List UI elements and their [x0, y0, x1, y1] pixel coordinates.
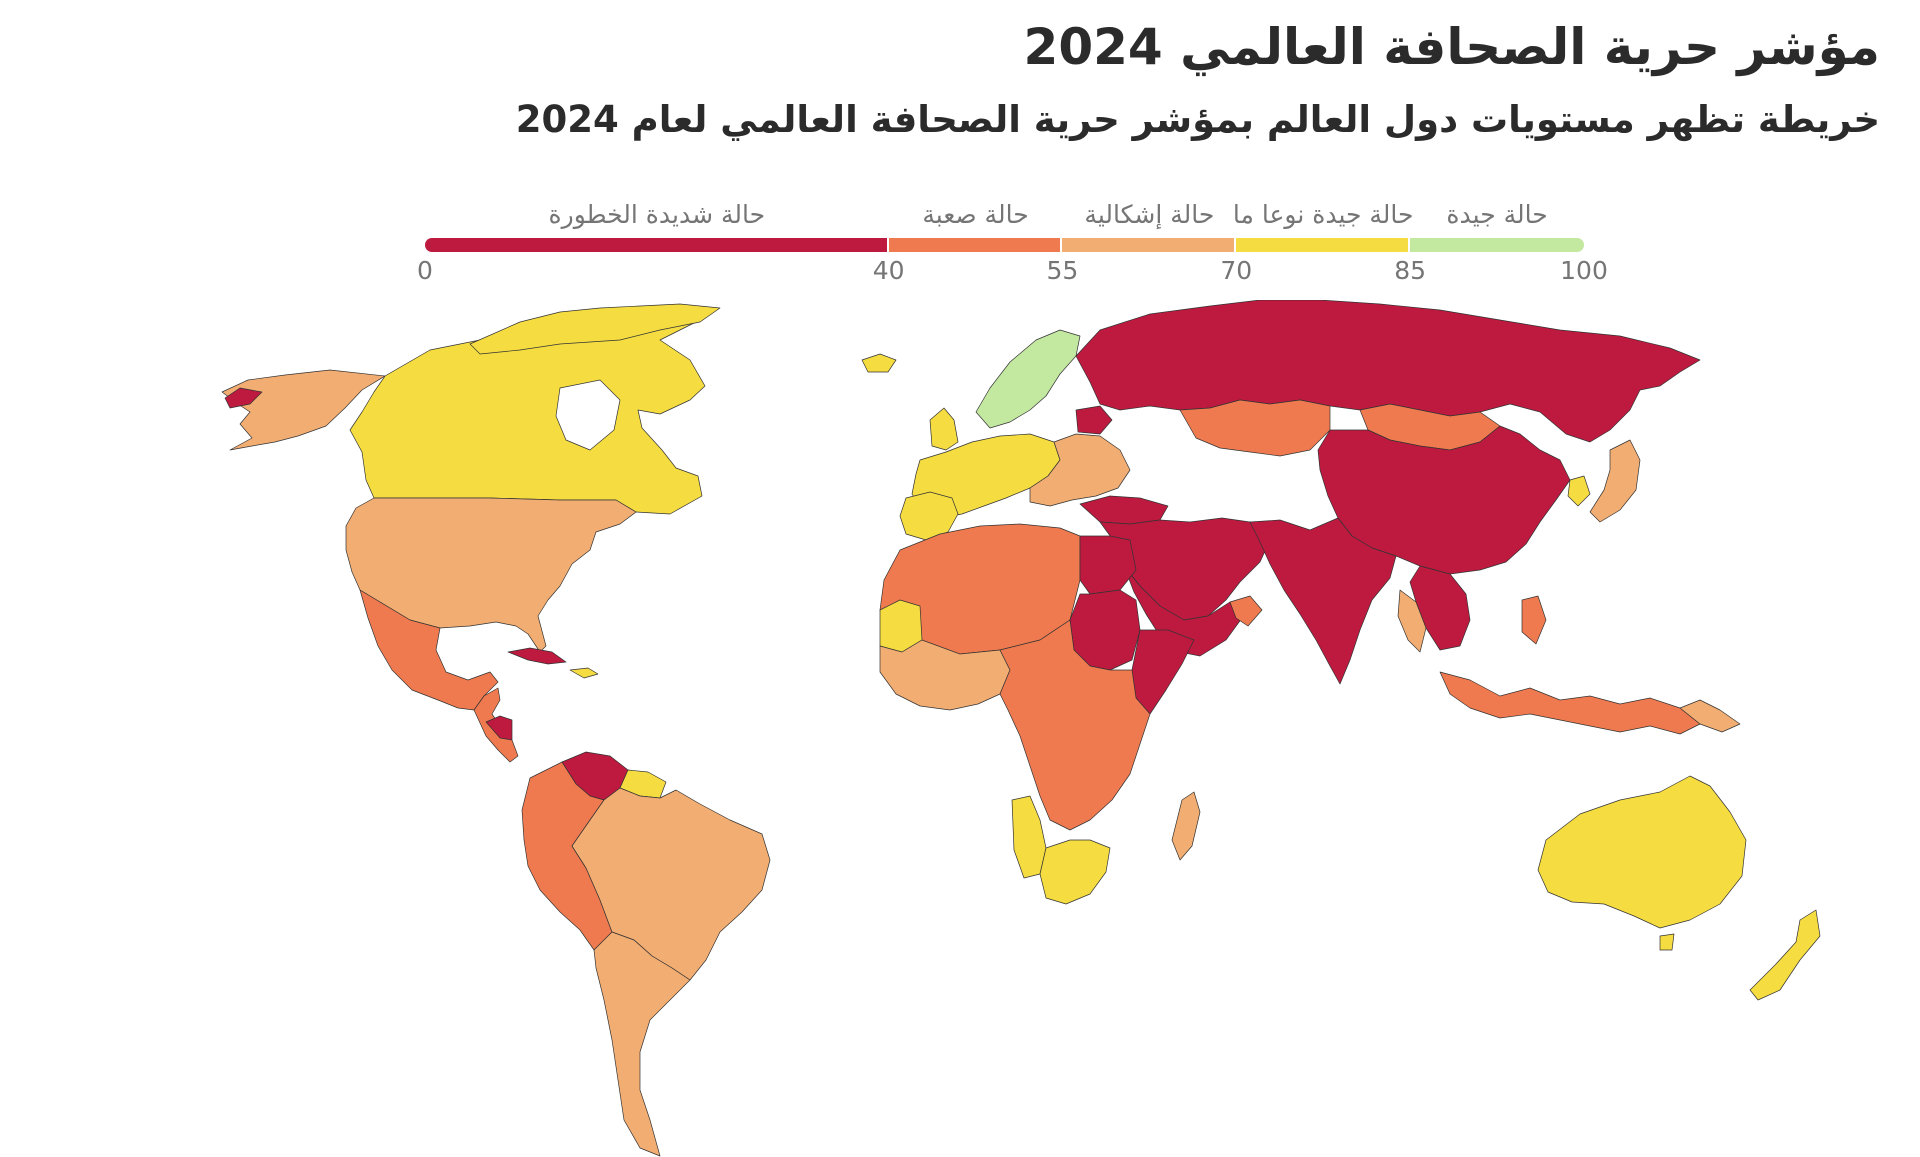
region-philippines[interactable]: [1521, 595, 1547, 645]
legend-label-3: حالة جيدة نوعا ما: [1232, 200, 1414, 229]
region-alaska[interactable]: [221, 369, 386, 451]
region-nicaragua[interactable]: [485, 715, 513, 741]
region-mexico[interactable]: [359, 589, 499, 711]
region-thailand[interactable]: [1397, 589, 1427, 653]
region-nordics[interactable]: [975, 329, 1081, 429]
region-caribbean[interactable]: [569, 667, 599, 679]
region-cuba[interactable]: [507, 647, 567, 665]
world-map: [221, 300, 1821, 1157]
legend-tick-0: 0: [417, 256, 433, 285]
region-south-asia[interactable]: [1249, 517, 1397, 685]
region-horn-of-africa[interactable]: [1131, 629, 1195, 715]
region-central-africa[interactable]: [999, 619, 1151, 831]
region-japan[interactable]: [1589, 439, 1641, 523]
region-arabia[interactable]: [1123, 565, 1243, 657]
region-korea[interactable]: [1567, 475, 1591, 507]
region-iberia[interactable]: [899, 491, 959, 541]
legend-tick-4: 85: [1394, 256, 1427, 285]
legend-tick-3: 70: [1220, 256, 1253, 285]
region-tasmania[interactable]: [1659, 933, 1675, 951]
region-hudson-bay: [555, 379, 621, 451]
region-papua[interactable]: [1679, 699, 1741, 733]
map-title: مؤشر حرية الصحافة العالمي 2024: [1023, 18, 1880, 76]
region-southern-cone[interactable]: [593, 931, 691, 1157]
region-alaska-west[interactable]: [224, 387, 263, 409]
region-uk-ireland[interactable]: [929, 407, 959, 451]
legend-segment-2: [1062, 238, 1235, 252]
region-new-zealand[interactable]: [1749, 909, 1821, 1001]
region-eastern-europe[interactable]: [1029, 433, 1131, 507]
region-southeast-asia[interactable]: [1409, 565, 1471, 651]
region-turkey[interactable]: [1079, 495, 1169, 525]
map-subtitle: خريطة تظهر مستويات دول العالم بمؤشر حرية…: [515, 98, 1880, 141]
legend-segment-1: [888, 238, 1061, 252]
region-australia[interactable]: [1537, 775, 1747, 929]
region-south-africa[interactable]: [1039, 839, 1111, 905]
region-namibia[interactable]: [1011, 795, 1047, 879]
legend-segment-3: [1236, 238, 1409, 252]
region-kazakhstan[interactable]: [1179, 399, 1331, 457]
region-iceland[interactable]: [861, 353, 897, 373]
region-arctic-islands[interactable]: [469, 303, 721, 355]
legend-segment-4: [1410, 238, 1584, 252]
legend-label-1: حالة صعبة: [922, 200, 1029, 229]
legend-tick-5: 100: [1560, 256, 1608, 285]
region-brazil[interactable]: [571, 787, 771, 981]
legend-tick-1: 40: [872, 256, 905, 285]
legend-tick-2: 55: [1046, 256, 1079, 285]
legend-label-0: حالة شديدة الخطورة: [548, 200, 766, 229]
legend-label-4: حالة جيدة: [1446, 200, 1548, 229]
legend-label-2: حالة إشكالية: [1084, 200, 1215, 229]
region-indonesia[interactable]: [1439, 671, 1701, 735]
region-oman[interactable]: [1229, 595, 1263, 627]
legend-segment-0: [425, 238, 887, 252]
region-belarus[interactable]: [1075, 405, 1113, 435]
region-usa[interactable]: [345, 497, 637, 653]
region-egypt[interactable]: [1079, 535, 1137, 595]
region-madagascar[interactable]: [1171, 791, 1201, 861]
